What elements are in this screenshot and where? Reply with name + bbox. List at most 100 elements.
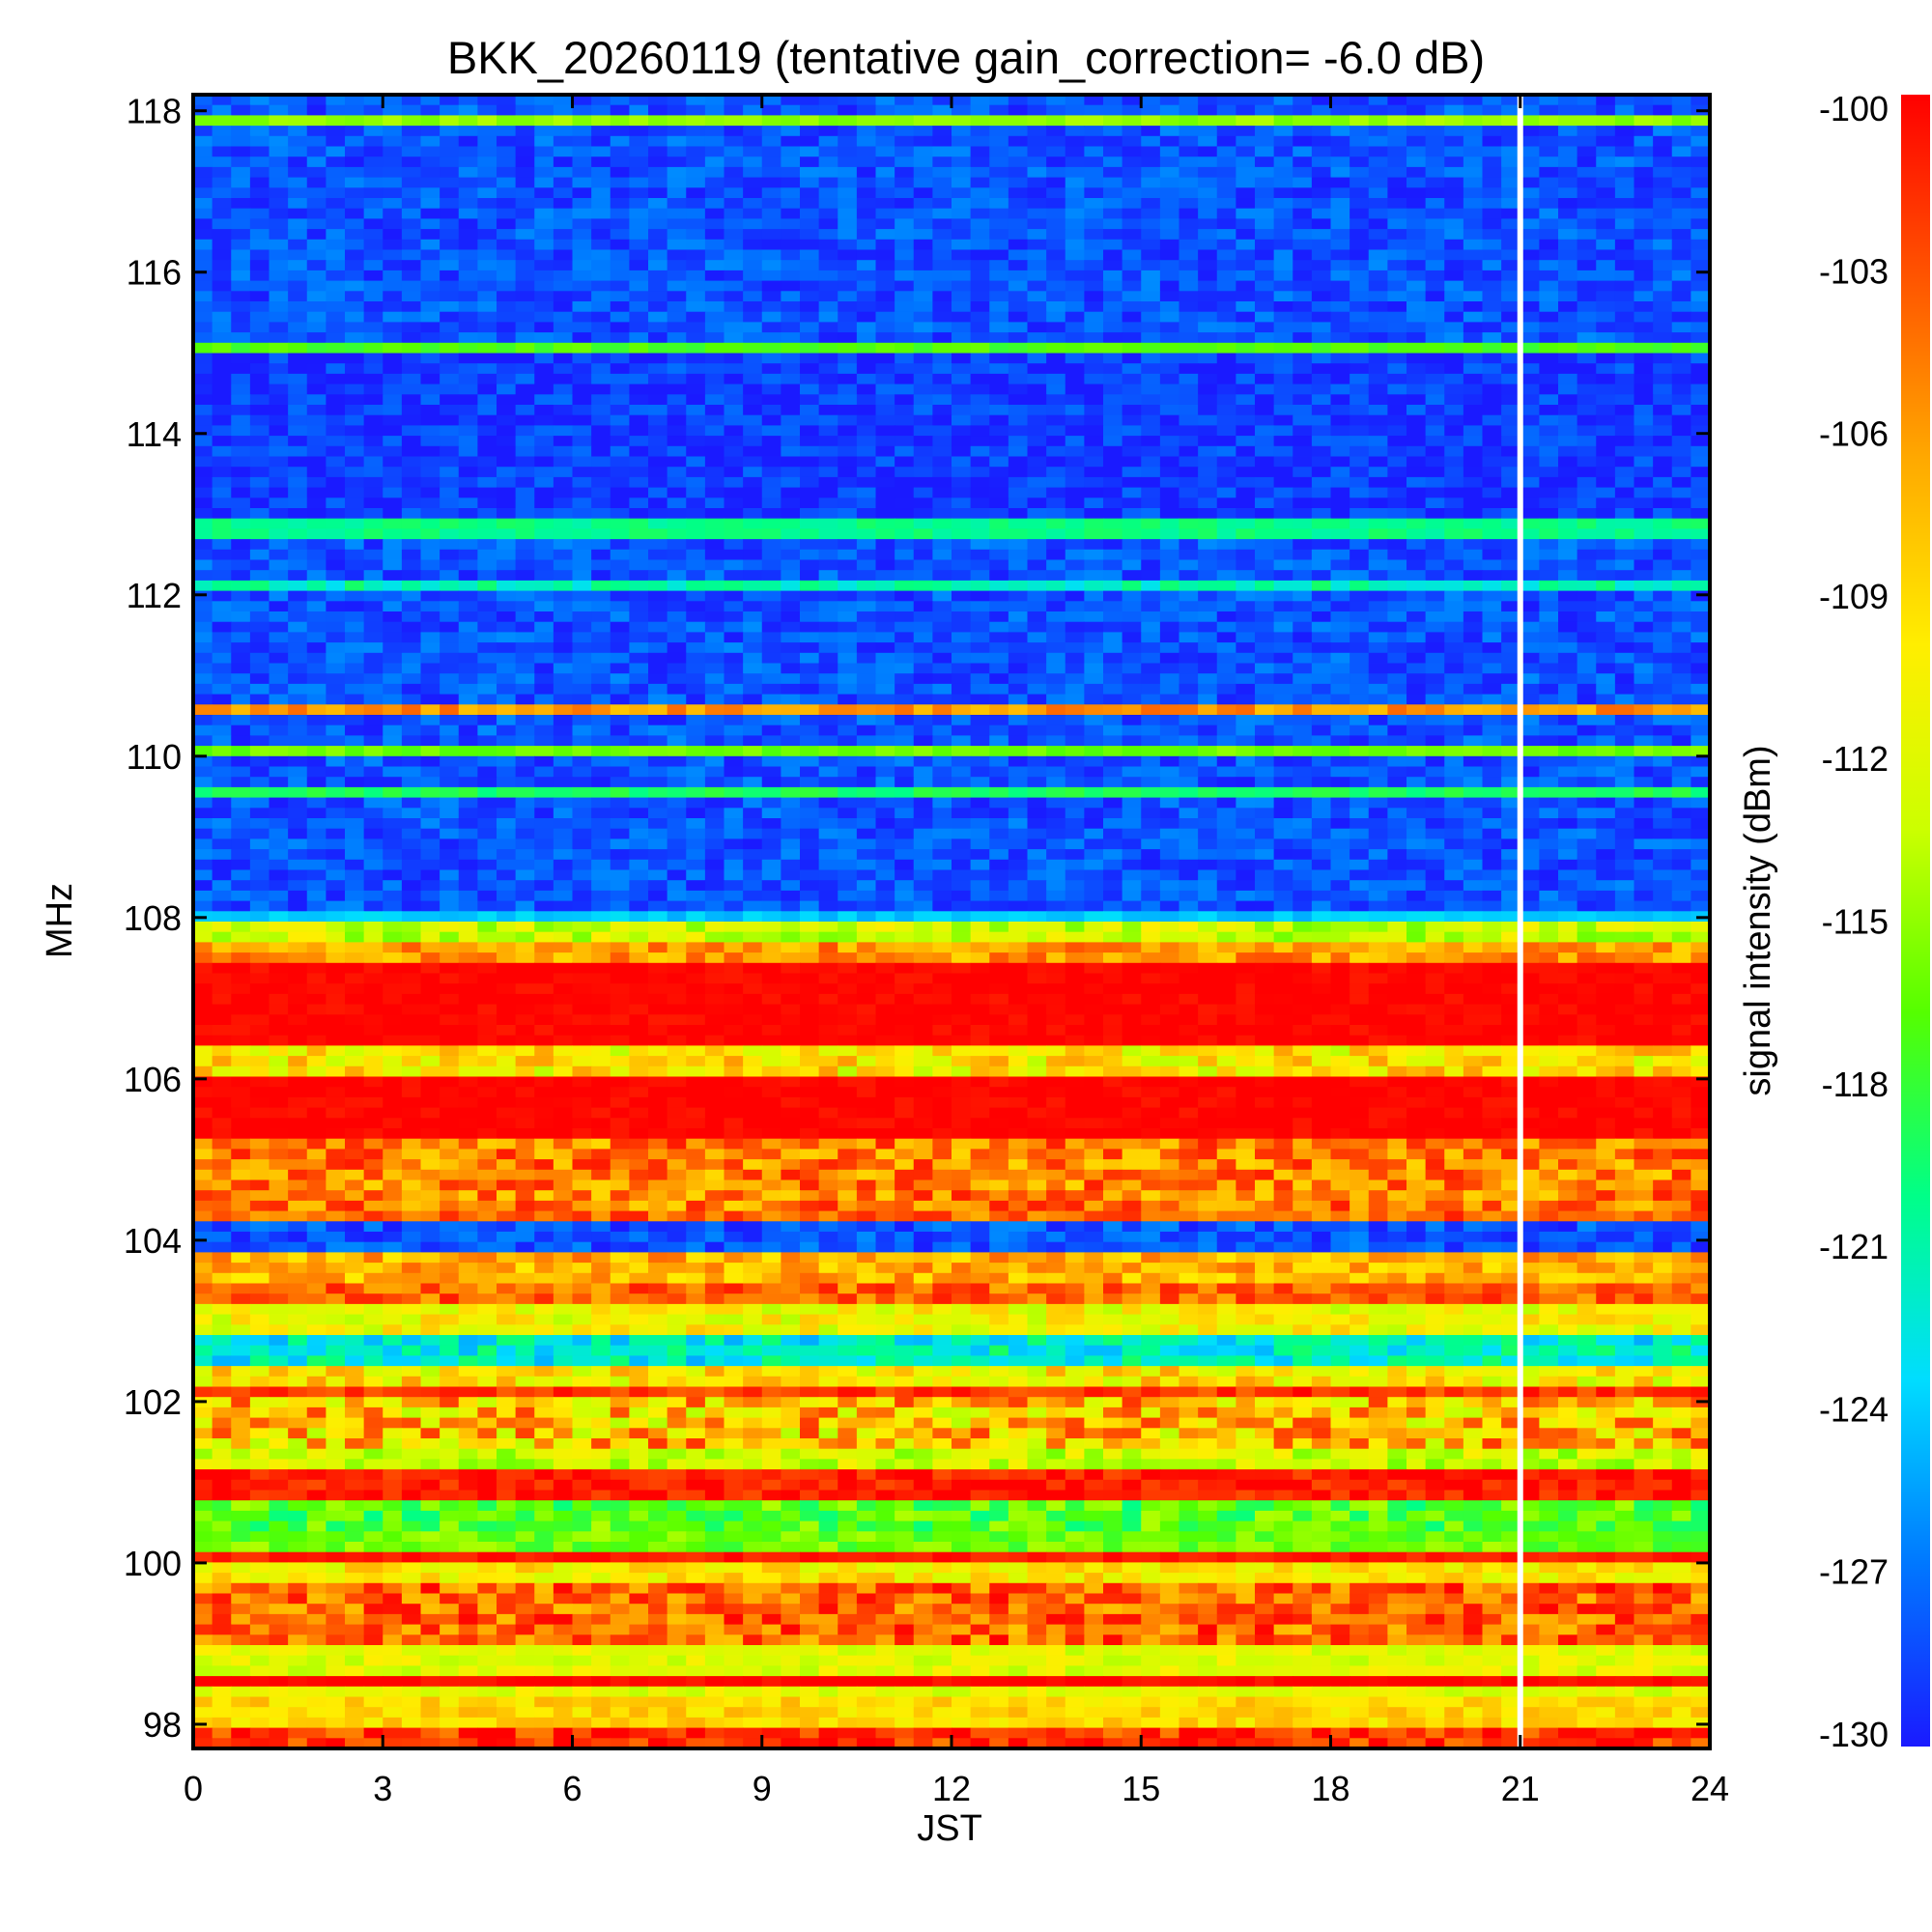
heatmap-cell bbox=[1596, 126, 1616, 137]
heatmap-cell bbox=[875, 373, 895, 385]
heatmap-cell bbox=[1350, 353, 1370, 364]
heatmap-cell bbox=[1273, 704, 1293, 716]
heatmap-cell bbox=[591, 683, 611, 696]
heatmap-cell bbox=[1387, 270, 1407, 282]
heatmap-cell bbox=[629, 353, 649, 364]
heatmap-cell bbox=[1159, 384, 1180, 395]
heatmap-cell bbox=[1406, 487, 1427, 498]
heatmap-cell bbox=[1179, 104, 1199, 116]
heatmap-cell bbox=[534, 683, 554, 696]
heatmap-cell bbox=[1065, 539, 1085, 551]
heatmap-cell bbox=[1008, 373, 1029, 385]
heatmap-cell bbox=[363, 570, 384, 582]
heatmap-cell bbox=[1482, 249, 1502, 261]
heatmap-cell bbox=[401, 156, 422, 168]
heatmap-cell bbox=[1653, 311, 1673, 323]
heatmap-cell bbox=[1614, 187, 1635, 199]
heatmap-cell bbox=[1653, 156, 1673, 168]
heatmap-cell bbox=[306, 166, 327, 179]
heatmap-cell bbox=[249, 414, 270, 426]
heatmap-cell bbox=[1596, 115, 1616, 127]
heatmap-cell bbox=[1311, 559, 1332, 571]
heatmap-cell bbox=[326, 611, 346, 623]
heatmap-cell bbox=[1406, 260, 1427, 271]
heatmap-cell bbox=[1558, 208, 1578, 219]
heatmap-cell bbox=[497, 126, 517, 137]
heatmap-cell bbox=[1558, 456, 1578, 468]
heatmap-cell bbox=[1065, 135, 1085, 148]
heatmap-cell bbox=[458, 632, 478, 643]
heatmap-cell bbox=[838, 115, 858, 127]
heatmap-cell bbox=[383, 156, 403, 168]
heatmap-cell bbox=[1273, 528, 1293, 540]
heatmap-cell bbox=[534, 115, 554, 127]
heatmap-cell bbox=[440, 436, 460, 447]
heatmap-cell bbox=[1293, 694, 1313, 705]
heatmap-cell bbox=[1558, 642, 1578, 654]
heatmap-cell bbox=[306, 208, 327, 219]
heatmap-cell bbox=[1236, 467, 1256, 478]
heatmap-cell bbox=[269, 559, 289, 571]
heatmap-cell bbox=[193, 467, 213, 478]
heatmap-cell bbox=[288, 632, 308, 643]
heatmap-cell bbox=[818, 694, 838, 705]
heatmap-cell bbox=[306, 198, 327, 210]
heatmap-cell bbox=[1444, 570, 1464, 582]
heatmap-cell bbox=[724, 467, 744, 478]
heatmap-cell bbox=[1065, 694, 1085, 705]
heatmap-cell bbox=[193, 652, 213, 665]
heatmap-cell bbox=[1444, 632, 1464, 643]
heatmap-cell bbox=[1368, 539, 1388, 551]
heatmap-cell bbox=[838, 508, 858, 520]
heatmap-cell bbox=[1614, 249, 1635, 261]
heatmap-cell bbox=[1558, 518, 1578, 529]
heatmap-cell bbox=[1671, 104, 1691, 116]
heatmap-cell bbox=[363, 104, 384, 116]
heatmap-cell bbox=[1141, 456, 1161, 468]
heatmap-cell bbox=[1671, 621, 1691, 633]
heatmap-cell bbox=[363, 508, 384, 520]
heatmap-cell bbox=[1690, 342, 1711, 355]
heatmap-cell bbox=[440, 456, 460, 468]
heatmap-cell bbox=[838, 528, 858, 540]
heatmap-cell bbox=[1634, 724, 1654, 736]
heatmap-cell bbox=[420, 539, 440, 551]
heatmap-cell bbox=[306, 135, 327, 148]
heatmap-cell bbox=[667, 724, 687, 736]
heatmap-cell bbox=[875, 611, 895, 623]
heatmap-cell bbox=[326, 436, 346, 447]
heatmap-cell bbox=[875, 126, 895, 137]
heatmap-cell bbox=[249, 311, 270, 323]
heatmap-cell bbox=[1159, 476, 1180, 489]
heatmap-cell bbox=[269, 146, 289, 157]
heatmap-cell bbox=[875, 445, 895, 458]
heatmap-cell bbox=[761, 580, 781, 592]
heatmap-cell bbox=[1103, 518, 1123, 529]
heatmap-cell bbox=[553, 156, 574, 168]
heatmap-cell bbox=[952, 580, 972, 592]
heatmap-cell bbox=[970, 104, 990, 116]
heatmap-cell bbox=[212, 632, 232, 643]
heatmap-cell bbox=[1236, 270, 1256, 282]
heatmap-cell bbox=[572, 270, 592, 282]
heatmap-cell bbox=[212, 126, 232, 137]
heatmap-cell bbox=[1387, 414, 1407, 426]
heatmap-cell bbox=[1425, 280, 1445, 292]
heatmap-cell bbox=[932, 104, 952, 116]
heatmap-cell bbox=[269, 198, 289, 210]
heatmap-cell bbox=[913, 683, 933, 696]
heatmap-cell bbox=[1179, 322, 1199, 333]
heatmap-cell bbox=[1293, 642, 1313, 654]
heatmap-cell bbox=[497, 621, 517, 633]
heatmap-cell bbox=[1008, 95, 1029, 106]
heatmap-cell bbox=[838, 384, 858, 395]
heatmap-cell bbox=[1179, 601, 1199, 612]
heatmap-cell bbox=[1577, 229, 1597, 241]
heatmap-cell bbox=[875, 508, 895, 520]
heatmap-cell bbox=[1520, 280, 1540, 292]
heatmap-cell bbox=[383, 445, 403, 458]
heatmap-cell bbox=[1539, 384, 1559, 395]
heatmap-cell bbox=[1671, 642, 1691, 654]
heatmap-cell bbox=[269, 652, 289, 665]
heatmap-cell bbox=[800, 724, 820, 736]
